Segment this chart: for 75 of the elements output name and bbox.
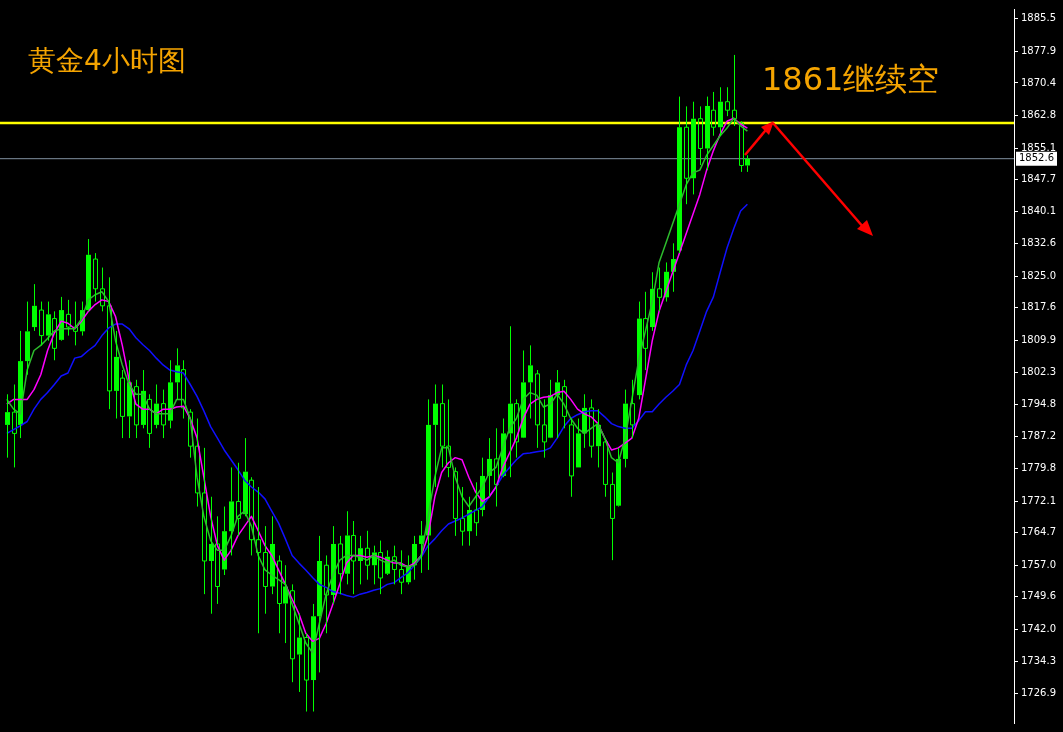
candlestick [419, 520, 424, 574]
y-tick-label: 1840.1 [1021, 205, 1057, 217]
candlestick [338, 535, 343, 595]
candlestick [657, 267, 662, 312]
candlestick [691, 101, 696, 195]
candlestick [263, 525, 268, 615]
ref-line-label: 1852.6 [1019, 152, 1055, 164]
candlestick [684, 105, 689, 205]
candlestick [25, 301, 30, 376]
text: 黄金4小时图 [28, 43, 186, 79]
y-tick-label: 1734.3 [1021, 655, 1057, 667]
candlestick [86, 238, 91, 311]
candlestick [168, 359, 173, 429]
y-tick-label: 1825.0 [1021, 269, 1057, 281]
candlestick [161, 389, 166, 439]
y-tick-label: 1802.3 [1021, 366, 1057, 378]
y-tick-label: 1870.4 [1021, 76, 1057, 88]
candlestick [535, 369, 540, 449]
candlestick [725, 86, 730, 117]
y-tick-label: 1779.8 [1021, 461, 1057, 473]
candlestick [576, 418, 581, 468]
candlestick [569, 418, 574, 498]
candlestick [474, 481, 479, 537]
candlestick [467, 496, 472, 547]
candlestick [460, 486, 465, 547]
y-tick-label: 1847.7 [1021, 173, 1057, 185]
candlestick [596, 408, 601, 468]
candlestick [290, 583, 295, 683]
y-tick-label: 1787.2 [1021, 430, 1057, 442]
candlestick [494, 427, 499, 508]
candlestick [732, 54, 737, 127]
candlestick [589, 398, 594, 459]
y-tick-label: 1757.0 [1021, 558, 1057, 570]
candlestick [39, 301, 44, 346]
candlestick [229, 466, 234, 556]
candlestick [5, 393, 10, 459]
candlestick [236, 462, 241, 537]
y-tick-label: 1772.1 [1021, 494, 1057, 506]
y-tick-label: 1862.8 [1021, 108, 1057, 120]
candlestick [399, 549, 404, 595]
candlestick [256, 486, 261, 634]
candlestick [718, 86, 723, 137]
y-tick-label: 1877.9 [1021, 44, 1057, 56]
y-tick-label: 1764.7 [1021, 526, 1057, 538]
candlestick [528, 344, 533, 420]
candlestick [107, 276, 112, 410]
candlestick [134, 379, 139, 439]
y-tick-label: 1809.9 [1021, 333, 1057, 345]
candlestick [304, 632, 309, 713]
candlestick [392, 545, 397, 585]
y-tick-label: 1742.0 [1021, 622, 1057, 634]
candlestick [677, 96, 682, 254]
y-tick-label: 1749.6 [1021, 590, 1057, 602]
candlestick [324, 554, 329, 634]
y-tick-label: 1726.9 [1021, 686, 1057, 698]
candlestick [365, 530, 370, 581]
candlestick [311, 603, 316, 713]
y-tick-label: 1885.5 [1021, 12, 1057, 24]
candlestick [453, 466, 458, 537]
candlestick [202, 447, 207, 595]
y-tick-label: 1855.1 [1021, 141, 1057, 153]
candlestick [66, 299, 71, 337]
y-tick-label: 1817.6 [1021, 301, 1057, 313]
candlestick [562, 379, 567, 429]
candlestick [603, 437, 608, 498]
candlestick [433, 384, 438, 488]
candlestick [297, 613, 302, 693]
candlestick [698, 105, 703, 166]
candlestick [317, 535, 322, 673]
y-tick-label: 1832.6 [1021, 237, 1057, 249]
candlestick [93, 252, 98, 303]
candlestick [100, 267, 105, 312]
y-tick-label: 1794.8 [1021, 398, 1057, 410]
candlestick [32, 283, 37, 332]
text: 1861继续空 [762, 59, 940, 100]
